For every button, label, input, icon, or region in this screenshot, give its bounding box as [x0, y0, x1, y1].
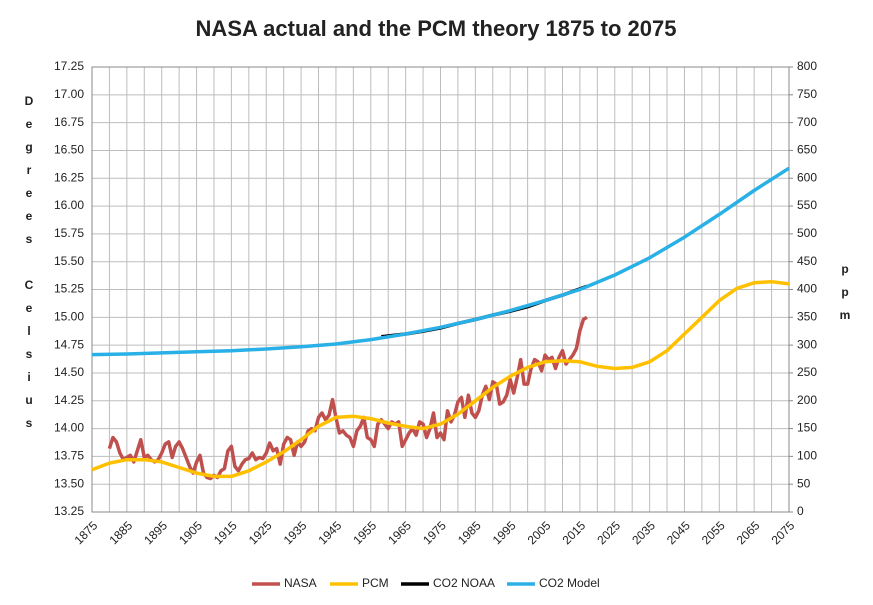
y2-tick-label: 100 [797, 449, 817, 463]
y2-tick-label: 0 [797, 504, 804, 518]
series-line [107, 315, 588, 481]
x-tick-label: 1885 [106, 518, 135, 547]
y-tick-label: 16.50 [54, 143, 84, 157]
legend-label: PCM [362, 576, 389, 590]
y-tick-label: 14.50 [54, 365, 84, 379]
y-tick-label: 13.50 [54, 476, 84, 490]
legend-label: CO2 NOAA [433, 576, 495, 590]
y2-tick-label: 600 [797, 170, 817, 184]
legend-label: NASA [284, 576, 317, 590]
y2-tick-label: 300 [797, 337, 817, 351]
y-tick-label: 15.75 [54, 226, 84, 240]
chart-title: NASA actual and the PCM theory 1875 to 2… [196, 16, 677, 41]
y2-tick-label: 550 [797, 198, 817, 212]
x-tick-label: 1995 [490, 518, 519, 547]
y-tick-label: 16.25 [54, 170, 84, 184]
y-tick-label: 15.00 [54, 309, 84, 323]
y2-axis-label: ppm [838, 262, 852, 331]
y2-tick-label: 400 [797, 282, 817, 296]
x-tick-label: 1895 [141, 518, 170, 547]
y-tick-label: 14.00 [54, 421, 84, 435]
x-tick-label: 2015 [559, 518, 588, 547]
x-tick-label: 2035 [629, 518, 658, 547]
y-tick-label: 16.75 [54, 115, 84, 129]
x-tick-label: 1945 [316, 518, 345, 547]
y2-tick-label: 350 [797, 309, 817, 323]
y-tick-label: 17.00 [54, 87, 84, 101]
y-tick-label: 14.75 [54, 337, 84, 351]
x-tick-label: 2005 [525, 518, 554, 547]
legend-label: CO2 Model [539, 576, 600, 590]
y2-tick-label: 50 [797, 476, 811, 490]
y-tick-label: 13.75 [54, 449, 84, 463]
x-tick-label: 2045 [664, 518, 693, 547]
x-tick-label: 2075 [769, 518, 798, 547]
x-tick-label: 1915 [211, 518, 240, 547]
y-tick-label: 14.25 [54, 393, 84, 407]
y2-tick-label: 700 [797, 115, 817, 129]
x-tick-label: 1905 [176, 518, 205, 547]
x-tick-label: 2025 [594, 518, 623, 547]
x-tick-label: 1975 [420, 518, 449, 547]
x-tick-label: 1875 [72, 518, 101, 547]
y-tick-label: 16.00 [54, 198, 84, 212]
x-tick-label: 1955 [350, 518, 379, 547]
series-line [91, 166, 790, 357]
x-tick-label: 1985 [455, 518, 484, 547]
y-axis-label: Degrees Celsius [22, 94, 36, 439]
y-tick-label: 13.25 [54, 504, 84, 518]
y2-tick-label: 250 [797, 365, 817, 379]
x-tick-label: 2055 [699, 518, 728, 547]
y-tick-label: 15.25 [54, 282, 84, 296]
y2-tick-label: 450 [797, 254, 817, 268]
plot-frame [91, 66, 790, 513]
y2-tick-label: 500 [797, 226, 817, 240]
y2-tick-label: 650 [797, 143, 817, 157]
x-tick-label: 2065 [734, 518, 763, 547]
y2-tick-label: 150 [797, 421, 817, 435]
x-tick-label: 1935 [281, 518, 310, 547]
x-tick-label: 1925 [246, 518, 275, 547]
y-tick-label: 17.25 [54, 59, 84, 73]
x-tick-label: 1965 [385, 518, 414, 547]
y2-tick-label: 200 [797, 393, 817, 407]
y2-tick-label: 750 [797, 87, 817, 101]
y2-tick-label: 800 [797, 59, 817, 73]
series-line [381, 284, 588, 339]
y-tick-label: 15.50 [54, 254, 84, 268]
series-line [91, 279, 790, 479]
